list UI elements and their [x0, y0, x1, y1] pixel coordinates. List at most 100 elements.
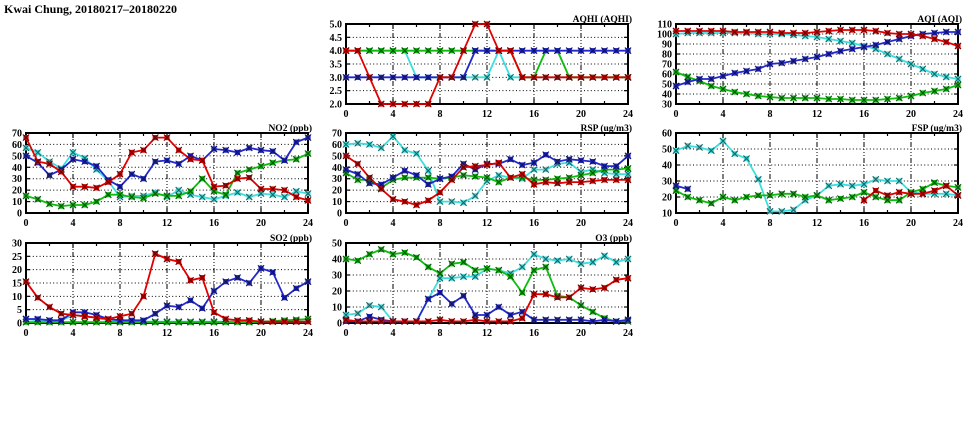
- marker-x: [554, 316, 561, 324]
- y-tick-label: 10: [12, 292, 22, 303]
- marker-x: [895, 177, 903, 185]
- x-tick-label: 20: [576, 328, 586, 339]
- y-tick-label: 10: [12, 197, 22, 208]
- marker-x: [389, 174, 397, 182]
- marker-x: [471, 162, 479, 170]
- marker-x: [413, 171, 420, 179]
- marker-x: [731, 28, 739, 36]
- marker-x: [542, 47, 550, 55]
- marker-x: [743, 90, 750, 98]
- y-tick-label: 50: [12, 151, 22, 162]
- marker-x: [696, 196, 703, 204]
- marker-x: [81, 318, 89, 326]
- marker-x: [175, 146, 183, 154]
- marker-x: [530, 73, 538, 81]
- marker-x: [601, 47, 608, 55]
- marker-x: [116, 191, 124, 199]
- marker-x: [825, 182, 833, 190]
- marker-x: [766, 191, 774, 199]
- marker-x: [401, 73, 409, 81]
- y-tick-label: 60: [332, 140, 342, 151]
- marker-x: [895, 55, 903, 63]
- marker-x: [354, 73, 362, 81]
- marker-x: [672, 182, 680, 190]
- chart-aqhi: 0 4 8 12 16 20 24 2.0 2.5 3.0 3.5 4.0 4.5 5.0 AQHI (AQ…: [330, 14, 634, 120]
- marker-x: [245, 166, 253, 174]
- marker-x: [93, 314, 100, 322]
- marker-x: [163, 318, 171, 326]
- marker-x: [151, 190, 159, 198]
- marker-x: [151, 318, 159, 326]
- marker-x: [860, 180, 868, 188]
- marker-x: [81, 183, 89, 191]
- marker-x: [377, 245, 385, 253]
- x-tick-label: 8: [768, 218, 773, 229]
- marker-x: [175, 303, 183, 311]
- marker-x: [554, 158, 561, 166]
- marker-x: [187, 296, 194, 304]
- marker-x: [612, 258, 620, 266]
- marker-x: [542, 73, 550, 81]
- y-tick-label: 30: [12, 239, 22, 250]
- marker-x: [554, 257, 561, 265]
- marker-x: [401, 249, 409, 257]
- marker-x: [234, 316, 241, 324]
- marker-x: [292, 187, 300, 195]
- marker-x: [281, 193, 288, 201]
- x-tick-label: 24: [623, 328, 633, 339]
- marker-x: [601, 73, 608, 81]
- marker-x: [895, 94, 903, 102]
- marker-x: [460, 171, 467, 179]
- marker-x: [377, 144, 385, 152]
- marker-x: [495, 178, 503, 186]
- marker-x: [471, 73, 479, 81]
- marker-x: [731, 196, 739, 204]
- marker-x: [743, 28, 750, 36]
- x-tick-label: 8: [118, 218, 123, 229]
- y-tick-label: 5.0: [330, 20, 343, 31]
- marker-x: [907, 30, 915, 38]
- marker-x: [448, 47, 456, 55]
- marker-x: [46, 316, 53, 324]
- marker-x: [471, 47, 479, 55]
- marker-x: [424, 174, 432, 182]
- marker-x: [81, 201, 89, 209]
- marker-x: [436, 289, 444, 297]
- marker-x: [684, 142, 692, 150]
- marker-x: [577, 301, 585, 309]
- x-tick-label: 16: [529, 218, 539, 229]
- marker-x: [424, 263, 432, 271]
- marker-x: [884, 50, 891, 58]
- marker-x: [530, 266, 538, 274]
- marker-x: [530, 250, 538, 258]
- y-tick-label: 10: [332, 303, 342, 314]
- marker-x: [471, 273, 479, 281]
- marker-x: [954, 183, 962, 191]
- marker-x: [754, 175, 762, 183]
- y-tick-label: 30: [332, 174, 342, 185]
- marker-x: [163, 134, 171, 142]
- marker-x: [612, 317, 620, 325]
- marker-x: [401, 47, 409, 55]
- marker-x: [389, 250, 397, 258]
- marker-x: [257, 185, 265, 193]
- x-tick-label: 12: [482, 218, 492, 229]
- y-tick-label: 50: [662, 80, 672, 91]
- marker-x: [790, 94, 797, 102]
- marker-x: [624, 176, 632, 184]
- marker-x: [304, 190, 312, 198]
- y-tick-label: 20: [662, 193, 672, 204]
- x-tick-label: 24: [623, 218, 633, 229]
- marker-x: [198, 156, 206, 164]
- marker-x: [46, 200, 53, 208]
- marker-x: [860, 26, 868, 34]
- marker-x: [198, 193, 206, 201]
- marker-x: [766, 28, 774, 36]
- marker-x: [366, 179, 373, 187]
- marker-x: [460, 73, 467, 81]
- marker-x: [389, 47, 397, 55]
- marker-x: [589, 317, 597, 325]
- marker-x: [766, 93, 774, 101]
- marker-x: [175, 318, 183, 326]
